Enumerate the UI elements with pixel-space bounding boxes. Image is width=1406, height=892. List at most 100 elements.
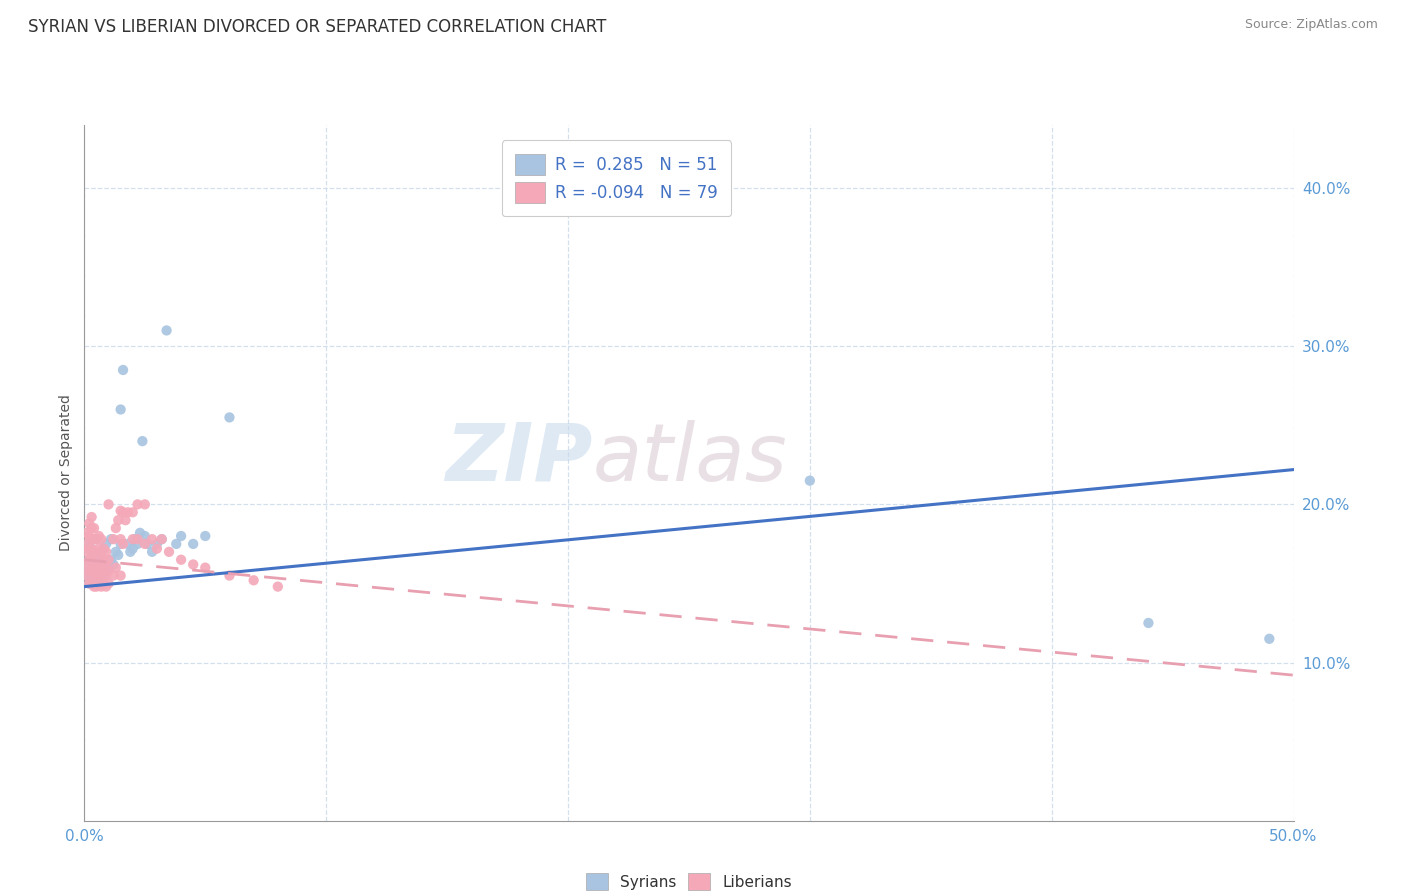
Point [127,532,149,546]
Y-axis label: Divorced or Separated: Divorced or Separated [59,394,73,551]
Point [80,545,103,559]
Point [117,537,139,551]
Point [77,552,100,567]
Point [80,564,103,578]
Point [80,576,103,591]
Point [83,545,105,559]
Point [86,568,108,582]
Point [86,558,108,572]
Point [218,410,240,425]
Point [112,505,135,519]
Point [117,505,139,519]
Point [94,545,117,559]
Point [103,568,125,582]
Point [194,529,217,543]
Point [83,580,105,594]
Point [83,552,105,567]
Point [136,537,159,551]
Point [129,525,152,540]
Point [141,545,163,559]
Point [80,521,103,535]
Point [155,323,177,337]
Point [120,545,142,559]
Point [80,541,103,556]
Point [97,576,120,591]
Point [83,566,105,581]
Point [94,580,117,594]
Point [104,521,127,535]
Point [80,532,103,546]
Point [146,541,169,556]
Point [218,568,240,582]
Point [100,552,122,567]
Point [87,576,110,591]
Point [93,568,115,582]
Point [134,529,156,543]
Text: SYRIAN VS LIBERIAN DIVORCED OR SEPARATED CORRELATION CHART: SYRIAN VS LIBERIAN DIVORCED OR SEPARATED… [28,18,606,36]
Point [134,537,156,551]
Point [80,510,103,524]
Point [97,552,120,567]
Point [90,568,112,582]
Point [83,568,105,582]
Point [104,545,127,559]
Point [1258,632,1281,646]
Point [110,402,132,417]
Point [83,521,105,535]
Point [86,545,108,559]
Point [87,576,110,591]
Point [94,560,117,574]
Point [127,497,149,511]
Point [76,568,98,582]
Point [141,532,163,546]
Point [93,552,115,567]
Point [146,537,169,551]
Point [131,434,153,449]
Point [77,529,100,543]
Point [80,552,103,567]
Point [93,541,115,556]
Point [110,537,132,551]
Point [103,532,125,546]
Point [121,541,143,556]
Point [77,541,100,556]
Point [1137,615,1160,630]
Point [114,513,136,527]
Point [97,564,120,578]
Legend: Syrians, Liberians: Syrians, Liberians [581,867,797,892]
Point [110,532,132,546]
Point [121,505,143,519]
Point [87,558,110,572]
Point [100,532,122,546]
Text: Source: ZipAtlas.com: Source: ZipAtlas.com [1244,18,1378,31]
Point [121,532,143,546]
Point [80,568,103,582]
Point [77,564,100,578]
Point [87,564,110,578]
Text: atlas: atlas [592,420,787,498]
Point [83,556,105,570]
Point [80,560,103,574]
Point [94,558,117,572]
Point [97,560,120,574]
Point [181,558,204,572]
Point [181,537,204,551]
Point [799,474,821,488]
Point [90,552,112,567]
Point [112,537,135,551]
Point [77,537,100,551]
Point [112,363,135,377]
Point [242,574,264,588]
Point [94,537,117,551]
Point [87,541,110,556]
Point [103,558,125,572]
Point [170,529,193,543]
Point [77,516,100,531]
Point [77,576,100,591]
Point [157,545,180,559]
Point [134,497,156,511]
Point [86,548,108,562]
Point [93,576,115,591]
Point [90,532,112,546]
Point [93,564,115,578]
